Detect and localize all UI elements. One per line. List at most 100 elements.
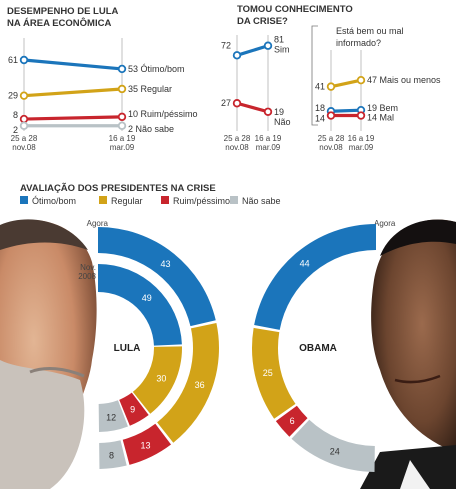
section-avaliacao: AVALIAÇÃO DOS PRESIDENTES NA CRISE Ótimo…: [0, 183, 456, 490]
obama-ring0-segment-regular: [252, 327, 296, 419]
chart2-x-label-start-2: nov.08: [225, 143, 249, 152]
chart2-x-label-end-2: mar.09: [256, 143, 281, 152]
lula-ring1-value-regular: 30: [156, 373, 166, 383]
chart1-title-line2: NA ÁREA ECONÔMICA: [7, 17, 111, 29]
chart3-title-line1: Está bem ou mal: [336, 26, 404, 36]
chart3-x-label-start-2: nov.08: [319, 143, 343, 152]
label-start-naosabe: 2: [13, 125, 18, 135]
chart2-x-label-start: 25 a 28: [224, 134, 251, 143]
lula-ring1-segment-regular: [132, 346, 182, 414]
legend-swatch-nao: [230, 196, 238, 204]
lula-ring1-segment-ruim: [119, 392, 149, 426]
chart2-x-label-end: 16 a 19: [255, 134, 282, 143]
label-end-regular: 35 Regular: [128, 84, 172, 94]
point-start-maisoumenos: [326, 82, 336, 91]
point-start-nao: [232, 99, 242, 108]
obama-ring0-segment-nao: [291, 419, 375, 472]
point-start-naosabe: [19, 121, 29, 130]
legend-label-otimo: Ótimo/bom: [32, 196, 76, 206]
label-end-otimobom: 53 Ótimo/bom: [128, 64, 185, 74]
lula-ring0-value-nao: 8: [109, 451, 114, 461]
lula-ring0-segment-ruim: [122, 423, 172, 465]
series-line-ruimpessimo: [23, 115, 123, 121]
label-start-ruimpessimo: 8: [13, 110, 18, 120]
lula-ring1-segment-otimo: [98, 264, 182, 346]
lula-name: LULA: [114, 343, 141, 354]
point-start-mal: [326, 111, 336, 120]
series-line-bem: [330, 108, 362, 113]
point-end-nao: [263, 107, 273, 116]
chart3-x-label-start: 25 a 28: [318, 134, 345, 143]
point-end-otimobom: [117, 64, 127, 74]
lula-ring-label-nov: Nov.: [80, 263, 96, 272]
legend: Ótimo/bom Regular Ruim/péssimo Não sabe: [20, 196, 281, 206]
chart-bem-mal-informado: Está bem ou mal informado? 41 47 Mais ou …: [315, 26, 441, 152]
obama-ring0-segment-ruim: [275, 405, 308, 437]
label-start-nao: 27: [221, 98, 231, 108]
lula-photo: [0, 219, 97, 490]
lula-ring-label-agora: Agora: [87, 219, 109, 228]
lula-ring1-segment-nao: [98, 400, 128, 432]
label-end-bem: 19 Bem: [367, 103, 398, 113]
label-end-ruimpessimo: 10 Ruim/péssimo: [128, 109, 198, 119]
label-end-nao: 19: [274, 107, 284, 117]
chart1-x-label-start: 25 a 28: [11, 134, 38, 143]
lula-ring0-value-otimo: 43: [161, 259, 171, 269]
legend-swatch-regular: [99, 196, 107, 204]
label-start-mal: 14: [315, 114, 325, 124]
section-title: AVALIAÇÃO DOS PRESIDENTES NA CRISE: [20, 183, 216, 194]
label-start-maisoumenos: 41: [315, 82, 325, 92]
obama-ring0-value-nao: 24: [330, 447, 340, 457]
point-start-regular: [19, 91, 29, 100]
series-line-otimobom: [23, 58, 123, 71]
lula-ring0-segment-regular: [157, 323, 219, 443]
label-start-bem: 18: [315, 103, 325, 113]
series-name-sim: Sim: [274, 45, 290, 55]
point-end-mal: [356, 111, 366, 120]
series-line-maisoumenos: [330, 78, 362, 89]
label-start-otimobom: 61: [8, 55, 18, 65]
point-end-regular: [117, 84, 127, 94]
obama-photo: [360, 219, 456, 489]
point-start-sim: [232, 51, 242, 60]
obama-ring-label-agora: Agora: [374, 219, 396, 228]
lula-ring0-segment-otimo: [98, 227, 216, 327]
legend-swatch-otimo: [20, 196, 28, 204]
series-name-nao: Não: [274, 117, 291, 127]
legend-label-ruim: Ruim/péssimo: [173, 196, 230, 206]
label-start-sim: 72: [221, 40, 231, 50]
series-line-sim: [236, 44, 269, 57]
chart2-title-line2: DA CRISE?: [237, 16, 288, 27]
lula-ring1-value-ruim: 9: [130, 404, 135, 414]
series-line-regular: [23, 87, 123, 98]
point-end-sim: [263, 41, 273, 50]
label-end-maisoumenos: 47 Mais ou menos: [367, 75, 441, 85]
lula-ring0-value-ruim: 13: [141, 440, 151, 450]
point-start-otimobom: [19, 55, 29, 65]
lula-ring1-value-otimo: 49: [142, 293, 152, 303]
legend-label-nao: Não sabe: [242, 196, 281, 206]
chart-lula-economia: DESEMPENHO DE LULA NA ÁREA ECONÔMICA 61 5…: [7, 6, 198, 152]
bracket: [311, 25, 318, 126]
chart2-title-line1: TOMOU CONHECIMENTO: [237, 4, 353, 15]
chart1-title-line1: DESEMPENHO DE LULA: [7, 6, 119, 17]
chart1-x-label-start-2: nov.08: [12, 143, 36, 152]
obama-ring0-segment-otimo: [254, 224, 376, 330]
obama-ring0-value-regular: 25: [263, 368, 273, 378]
point-start-ruimpessimo: [19, 114, 29, 124]
obama-ring0-value-ruim: 6: [290, 416, 295, 426]
legend-label-regular: Regular: [111, 196, 143, 206]
chart3-x-label-end-2: mar.09: [349, 143, 374, 152]
chart3-title-line2: informado?: [336, 38, 381, 48]
chart3-x-label-end: 16 a 19: [348, 134, 375, 143]
lula-ring-label-nov-2: 2008: [78, 272, 96, 281]
lula-ring0-segment-nao: [99, 440, 127, 469]
chart1-x-label-end-2: mar.09: [110, 143, 135, 152]
point-end-naosabe: [117, 121, 127, 130]
chart1-x-label-end: 16 a 19: [109, 134, 136, 143]
obama-name: OBAMA: [299, 343, 337, 354]
point-end-maisoumenos: [356, 76, 366, 85]
label-start-regular: 29: [8, 91, 18, 101]
